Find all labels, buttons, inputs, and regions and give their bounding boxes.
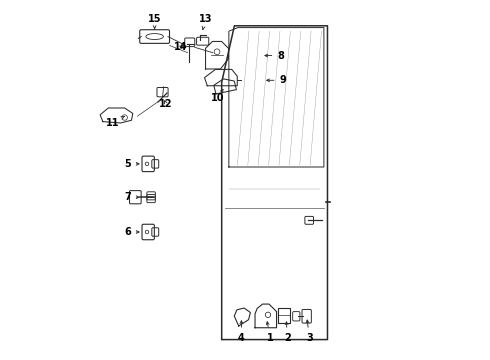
- Text: 4: 4: [238, 321, 245, 343]
- Text: 7: 7: [124, 192, 139, 202]
- Text: 6: 6: [124, 227, 139, 237]
- Text: 2: 2: [284, 322, 291, 343]
- Text: 13: 13: [199, 14, 212, 30]
- Text: 10: 10: [211, 89, 225, 103]
- Text: 8: 8: [265, 50, 284, 60]
- Text: 11: 11: [105, 116, 124, 128]
- Text: 12: 12: [159, 99, 173, 109]
- Text: 1: 1: [267, 322, 273, 343]
- Text: 14: 14: [173, 42, 187, 52]
- Text: 9: 9: [267, 75, 286, 85]
- Text: 5: 5: [124, 159, 139, 169]
- Text: 3: 3: [306, 320, 313, 343]
- Text: 15: 15: [148, 14, 161, 29]
